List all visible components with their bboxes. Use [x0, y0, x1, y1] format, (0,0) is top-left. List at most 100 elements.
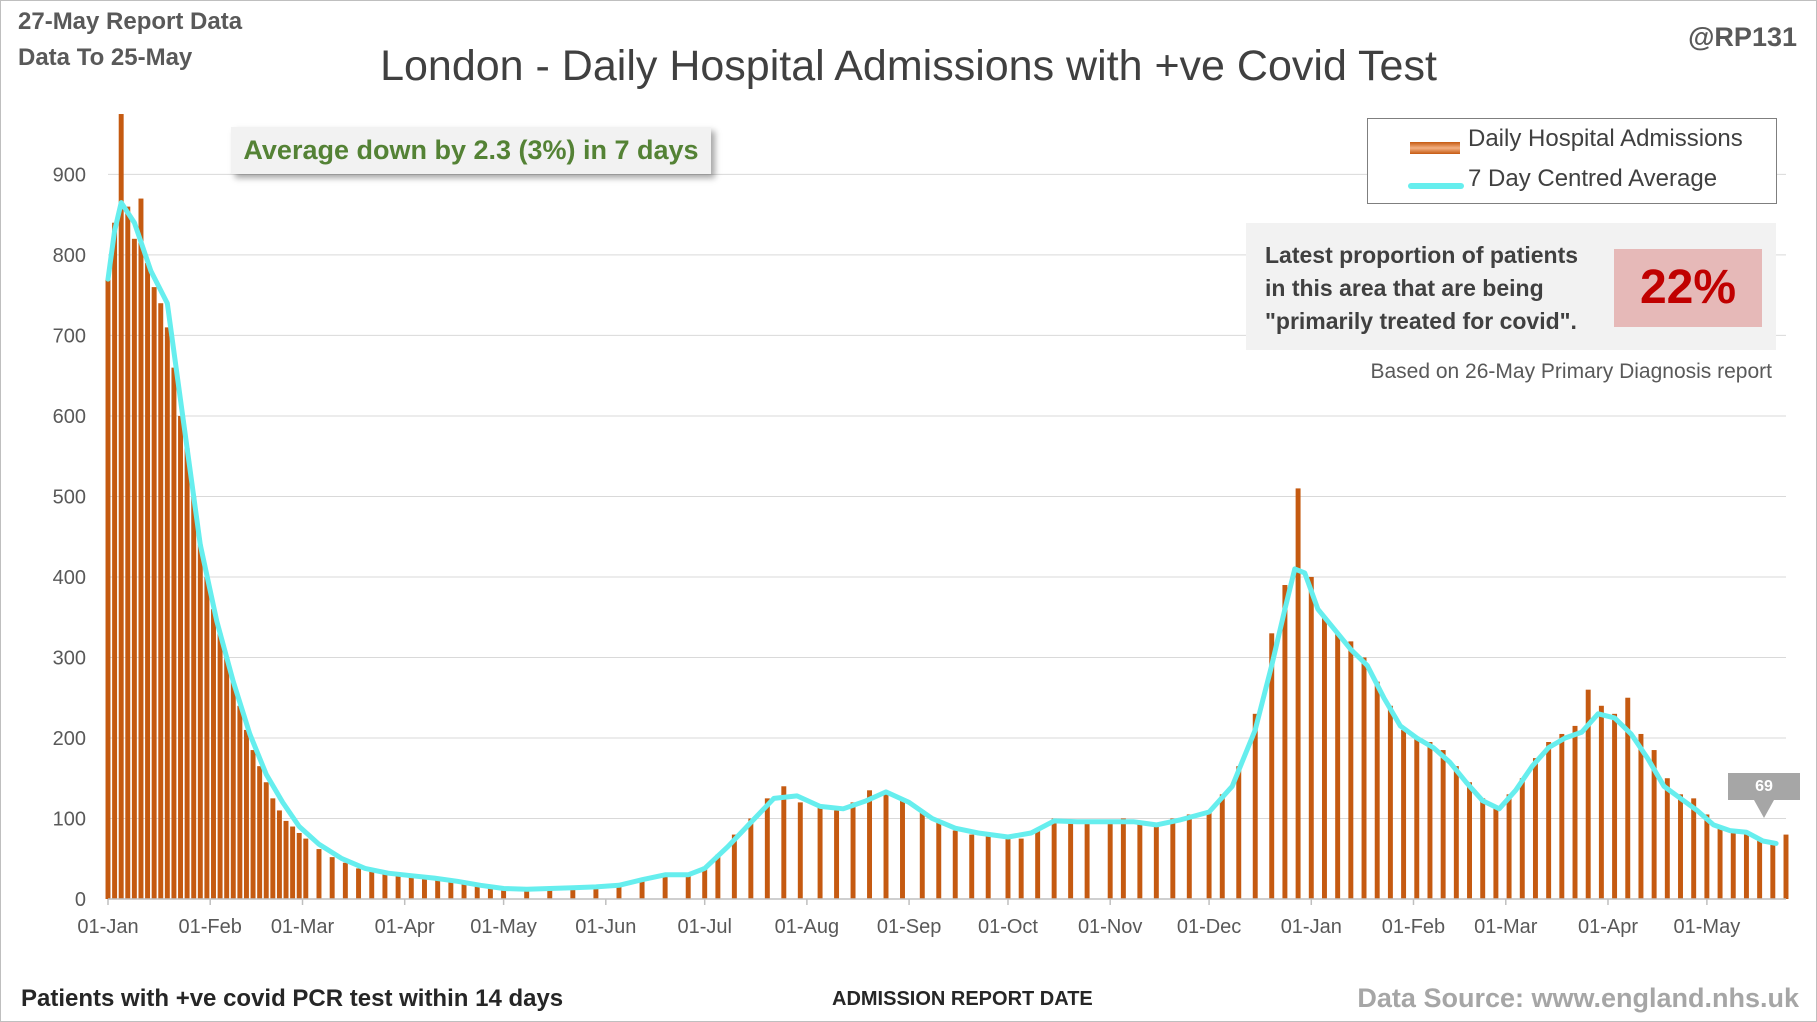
admission-bar: [1427, 742, 1433, 899]
admission-bar: [1387, 705, 1393, 899]
admission-bar: [1546, 742, 1552, 899]
chart-title: London - Daily Hospital Admissions with …: [380, 42, 1437, 90]
admission-bar: [702, 866, 708, 899]
x-tick-label: 01-May: [470, 916, 537, 938]
admission-bar: [211, 609, 216, 899]
admission-bar: [969, 834, 975, 899]
admission-bar: [1335, 633, 1341, 899]
y-tick-label: 200: [53, 728, 86, 750]
admission-bar: [1005, 838, 1011, 899]
admission-bar: [1625, 697, 1631, 899]
y-tick-label: 800: [53, 245, 86, 267]
footer-note: Patients with +ve covid PCR test within …: [21, 985, 564, 1012]
admission-bar: [1236, 766, 1242, 899]
admission-bar: [290, 826, 296, 899]
admission-bar: [1467, 782, 1472, 899]
y-tick-label: 0: [75, 889, 86, 911]
admission-bar: [474, 885, 480, 899]
admission-bar: [1559, 733, 1565, 899]
admission-bar: [501, 888, 507, 899]
y-tick-label: 700: [53, 325, 86, 347]
admission-bar: [1651, 750, 1657, 899]
admission-bar: [1282, 585, 1288, 899]
admission-bar: [131, 238, 137, 899]
admission-bar: [1170, 818, 1176, 899]
proportion-text: Latest proportion of patients in this ar…: [1265, 242, 1579, 334]
admission-bar: [1770, 842, 1776, 899]
admission-bar: [1084, 822, 1090, 899]
admission-bar: [191, 496, 197, 899]
admission-bar: [936, 822, 942, 899]
admission-bar: [250, 750, 256, 899]
admission-bar: [237, 705, 243, 899]
admission-bar: [593, 886, 599, 899]
admission-bar: [448, 882, 454, 899]
proportion-source: Based on 26-May Primary Diagnosis report: [1370, 360, 1772, 383]
admission-bar: [662, 874, 668, 899]
admission-bar: [1440, 750, 1446, 899]
legend-label-average: 7 Day Centred Average: [1468, 165, 1718, 192]
admission-bar: [112, 222, 118, 899]
admission-bar: [1107, 820, 1113, 899]
admission-bar: [435, 880, 441, 899]
admission-bar: [151, 287, 157, 899]
admission-bar: [1757, 838, 1763, 899]
admission-bar: [952, 830, 958, 899]
admission-bar: [1638, 733, 1644, 899]
x-tick-label: 01-Apr: [1578, 916, 1638, 938]
x-tick-label: 01-May: [1674, 916, 1741, 938]
admission-bar: [1598, 705, 1604, 899]
x-axis-title: ADMISSION REPORT DATE: [832, 988, 1093, 1010]
admission-bar: [1269, 633, 1275, 899]
x-tick-label: 01-Mar: [1474, 916, 1538, 938]
admission-bar: [1361, 657, 1367, 899]
admission-bar: [204, 576, 210, 899]
admission-bar: [1717, 826, 1723, 899]
admission-bar: [764, 798, 770, 899]
admission-bar: [1730, 830, 1736, 899]
admission-bar: [316, 849, 322, 899]
admission-bar: [342, 862, 348, 899]
admission-bar: [1572, 725, 1578, 899]
admission-bar: [1186, 814, 1192, 899]
report-date-label: 27-May Report Data: [18, 8, 243, 35]
admission-bar: [1664, 778, 1670, 899]
admission-bar: [230, 681, 236, 899]
admission-bar: [685, 873, 691, 899]
x-tick-label: 01-Nov: [1078, 916, 1142, 938]
admission-bar: [1532, 758, 1538, 899]
admission-bar: [276, 810, 282, 899]
admission-bar: [797, 802, 803, 899]
proportion-callout: Latest proportion of patients in this ar…: [1246, 223, 1776, 350]
x-tick-label: 01-Jul: [677, 916, 731, 938]
admission-bar: [781, 786, 787, 899]
average-change-callout: Average down by 2.3 (3%) in 7 days: [231, 127, 711, 174]
admission-bar: [125, 206, 131, 899]
x-tick-label: 01-Jan: [77, 916, 138, 938]
admission-bar: [1018, 838, 1024, 899]
admission-bar: [283, 820, 289, 899]
average-line: [105, 200, 1779, 892]
admission-bar: [1453, 766, 1459, 899]
admission-bar: [834, 810, 840, 899]
admission-bar: [1704, 814, 1710, 899]
y-tick-label: 600: [53, 406, 86, 428]
admission-bar: [1295, 488, 1301, 899]
y-tick-label: 900: [53, 164, 86, 186]
x-tick-label: 01-Aug: [775, 916, 840, 938]
admission-bar: [1678, 794, 1683, 899]
y-tick-label: 500: [53, 486, 86, 508]
admission-bar: [184, 448, 190, 899]
data-source: Data Source: www.england.nhs.uk: [1357, 983, 1799, 1013]
admission-bar: [1321, 617, 1327, 899]
admission-bar: [919, 810, 925, 899]
admission-bar: [1519, 778, 1525, 899]
admission-bar: [985, 836, 991, 899]
admission-bar: [303, 838, 309, 899]
admission-bar: [217, 633, 223, 899]
admission-bar: [145, 262, 151, 900]
admission-bar: [570, 887, 576, 899]
y-tick-label: 100: [53, 808, 86, 830]
admission-bar: [1153, 826, 1159, 899]
latest-average-pointer: [1754, 800, 1774, 818]
